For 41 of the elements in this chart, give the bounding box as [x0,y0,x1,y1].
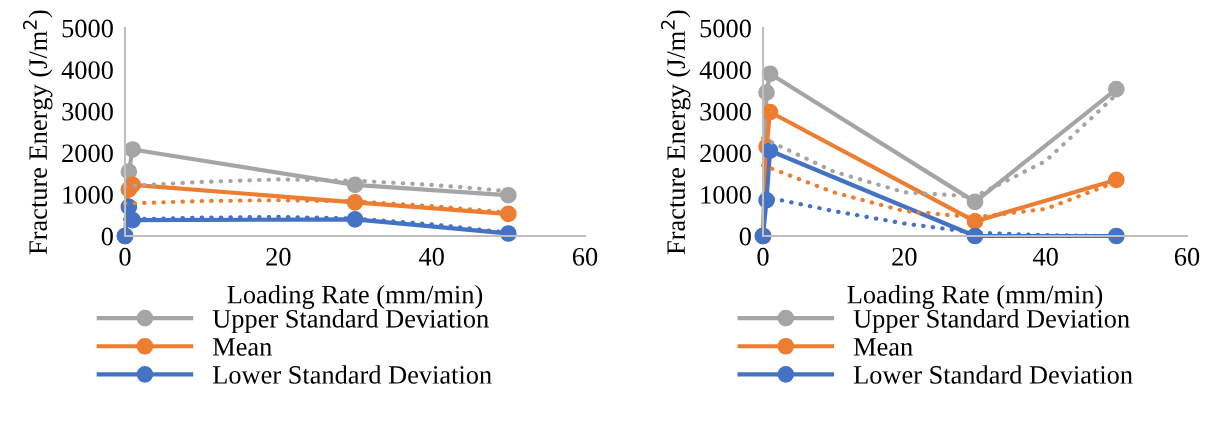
y-axis-title: Fracture Energy (J/m$^{2}$) [660,10,691,255]
x-tick-label: 40 [418,247,444,266]
point [124,141,142,158]
y-tick-label: 5000 [700,19,751,38]
point [346,211,364,228]
legend-label: Upper Standard Deviation [853,309,1130,334]
y-tick-label: 2000 [62,144,113,163]
x-tick-label: 40 [1032,247,1058,266]
point [1107,80,1125,98]
point [499,205,517,223]
y-tick-label: 4000 [61,61,113,80]
y-tick-label: 5000 [62,19,113,38]
x-tick-label: 0 [757,247,769,266]
x-tick-label: 20 [266,247,291,266]
y-tick-label: 3000 [700,102,751,121]
point [1107,171,1125,189]
point [499,186,517,204]
y-tick-label: 0 [101,227,113,246]
legend-label: Upper Standard Deviation [212,309,489,334]
y-tick-label: 1000 [701,186,751,204]
x-tick-label: 60 [572,247,598,266]
point [346,176,364,194]
y-tick-label: 3000 [62,102,113,121]
point [761,103,779,121]
x-axis-title: Loading Rate (mm/min) [227,284,483,309]
y-tick-label: 4000 [699,61,751,80]
y-tick-label: 0 [739,227,751,246]
x-axis-title: Loading Rate (mm/min) [847,284,1103,309]
y-axis-title: Fracture Energy (J/m$^{2}$) [22,10,53,255]
point [346,193,364,211]
point [761,65,779,83]
legend-label: Mean [212,338,272,356]
x-tick-label: 0 [119,247,131,266]
legend-label: Mean [853,338,913,356]
legend-label: Lower Standard Deviation [212,365,492,384]
point [966,193,984,211]
x-tick-label: 60 [1174,247,1200,266]
y-tick-label: 1000 [63,186,113,204]
y-tick-label: 2000 [700,144,751,163]
x-tick-label: 20 [892,247,917,266]
legend-label: Lower Standard Deviation [853,365,1133,384]
